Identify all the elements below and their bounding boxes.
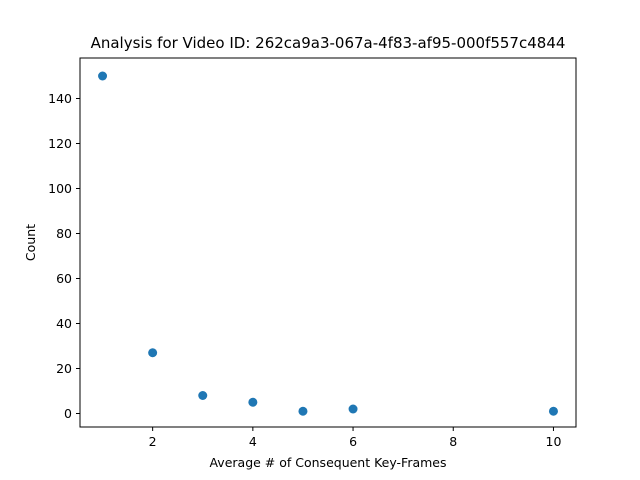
y-tick-label: 40 bbox=[56, 316, 72, 331]
x-tick-label: 8 bbox=[449, 434, 457, 449]
scatter-point bbox=[548, 406, 558, 416]
y-axis-label: Count bbox=[23, 224, 38, 261]
y-tick-label: 80 bbox=[56, 226, 72, 241]
x-tick-label: 10 bbox=[546, 434, 562, 449]
scatter-point bbox=[198, 391, 208, 400]
scatter-point bbox=[98, 71, 108, 81]
y-tick-label: 60 bbox=[56, 271, 72, 286]
x-tick-label: 6 bbox=[349, 434, 357, 449]
y-tick-label: 120 bbox=[48, 136, 72, 151]
scatter-point bbox=[348, 404, 358, 414]
y-tick-label: 20 bbox=[56, 361, 72, 376]
x-tick-label: 4 bbox=[249, 434, 257, 449]
x-tick-label: 2 bbox=[149, 434, 157, 449]
y-tick-label: 140 bbox=[48, 91, 72, 106]
chart-title: Analysis for Video ID: 262ca9a3-067a-4f8… bbox=[91, 34, 566, 52]
scatter-point bbox=[148, 348, 158, 358]
y-tick-label: 0 bbox=[64, 406, 72, 421]
y-tick-label: 100 bbox=[48, 181, 72, 196]
scatter-point bbox=[248, 397, 258, 407]
scatter-point bbox=[298, 406, 308, 416]
x-axis-label: Average # of Consequent Key-Frames bbox=[209, 455, 446, 470]
axes-frame bbox=[79, 57, 577, 428]
